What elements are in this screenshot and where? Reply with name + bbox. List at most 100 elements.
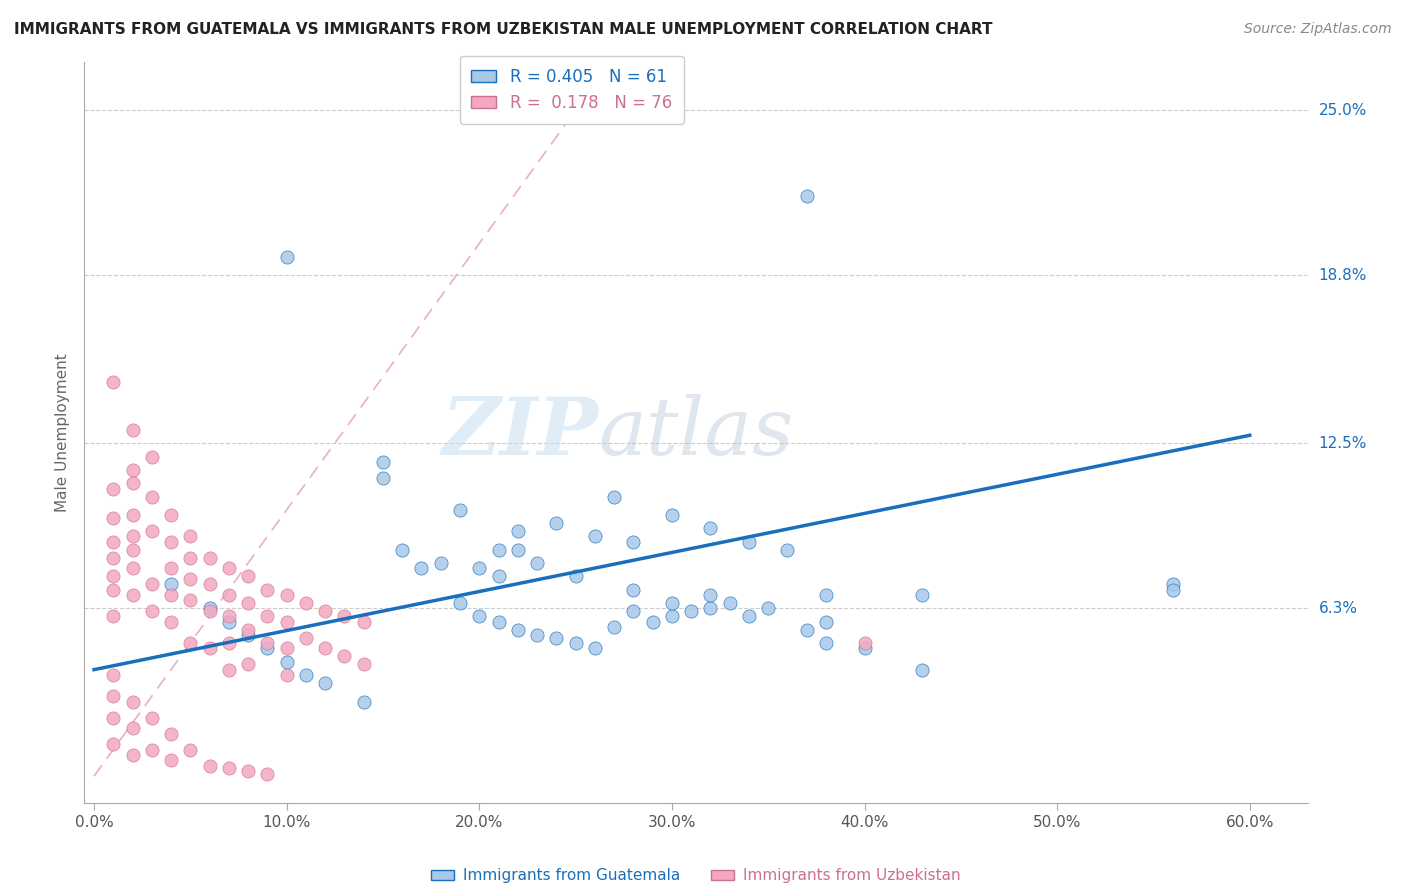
Text: 25.0%: 25.0% [1319,103,1367,118]
Point [468,609,491,624]
Point [218,609,240,624]
Point [488,542,510,557]
Point [103,737,125,751]
Point [198,604,221,618]
Point [911,588,934,602]
Point [333,649,356,664]
Point [699,588,721,602]
Point [121,561,143,575]
Point [179,593,201,607]
Point [353,695,375,709]
Point [353,657,375,672]
Point [314,604,336,618]
Point [218,588,240,602]
Point [641,615,664,629]
Point [756,601,779,615]
Text: 18.8%: 18.8% [1319,268,1367,283]
Point [488,569,510,583]
Point [236,764,259,778]
Point [353,615,375,629]
Point [853,641,876,656]
Point [583,529,606,543]
Point [699,601,721,615]
Point [236,596,259,610]
Point [141,710,163,724]
Text: 6.3%: 6.3% [1319,601,1358,615]
Point [546,516,568,531]
Point [546,631,568,645]
Point [429,556,451,570]
Point [449,596,471,610]
Point [1161,582,1184,597]
Text: Source: ZipAtlas.com: Source: ZipAtlas.com [1244,22,1392,37]
Point [103,690,125,704]
Point [121,695,143,709]
Point [121,721,143,735]
Point [179,572,201,586]
Point [699,521,721,535]
Point [276,250,298,264]
Point [103,710,125,724]
Point [121,747,143,762]
Point [621,604,644,618]
Point [141,450,163,464]
Point [121,463,143,477]
Point [160,577,183,591]
Point [103,668,125,682]
Point [814,588,837,602]
Point [103,569,125,583]
Point [796,623,818,637]
Point [738,534,761,549]
Point [506,623,529,637]
Point [218,761,240,775]
Point [179,550,201,565]
Point [103,534,125,549]
Point [218,636,240,650]
Point [121,542,143,557]
Point [141,524,163,538]
Point [198,601,221,615]
Point [526,556,548,570]
Point [796,188,818,202]
Point [218,663,240,677]
Point [1161,577,1184,591]
Point [295,668,318,682]
Point [141,604,163,618]
Point [256,582,278,597]
Point [661,596,683,610]
Point [314,676,336,690]
Point [681,604,703,618]
Point [218,561,240,575]
Point [198,641,221,656]
Point [256,636,278,650]
Text: atlas: atlas [598,394,793,471]
Point [103,511,125,525]
Point [564,636,586,650]
Point [449,503,471,517]
Point [853,636,876,650]
Point [256,766,278,780]
Point [160,615,183,629]
Point [391,542,413,557]
Point [236,628,259,642]
Point [911,663,934,677]
Point [179,636,201,650]
Point [411,561,433,575]
Text: IMMIGRANTS FROM GUATEMALA VS IMMIGRANTS FROM UZBEKISTAN MALE UNEMPLOYMENT CORREL: IMMIGRANTS FROM GUATEMALA VS IMMIGRANTS … [14,22,993,37]
Point [236,657,259,672]
Point [160,508,183,523]
Point [621,534,644,549]
Point [371,471,394,485]
Point [661,508,683,523]
Point [661,609,683,624]
Point [564,569,586,583]
Point [295,596,318,610]
Point [276,655,298,669]
Point [583,641,606,656]
Point [160,726,183,740]
Point [218,615,240,629]
Point [121,423,143,437]
Point [198,758,221,772]
Point [526,628,548,642]
Point [198,550,221,565]
